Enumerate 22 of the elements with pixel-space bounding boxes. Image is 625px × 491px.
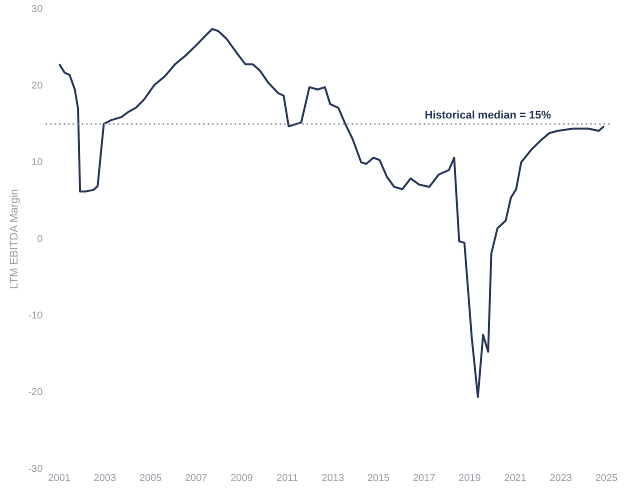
x-tick-label: 2025: [595, 472, 618, 484]
x-tick-label: 2017: [412, 472, 436, 484]
x-tick-label: 2003: [94, 472, 116, 484]
x-tick-label: 2023: [550, 472, 572, 484]
x-tick-label: 2021: [504, 472, 527, 484]
y-tick-label: 20: [32, 80, 44, 92]
x-tick-label: 2009: [230, 472, 254, 484]
y-axis-title: LTM EBITDA Margin: [8, 188, 21, 290]
x-tick-label: 2019: [458, 472, 482, 484]
x-tick-label: 2013: [322, 472, 344, 484]
y-tick-label: 10: [32, 157, 44, 168]
x-tick-label: 2015: [367, 472, 390, 484]
x-tick-label: 2005: [139, 472, 162, 484]
x-tick-label: 2011: [276, 472, 298, 484]
y-tick-label: 30: [32, 4, 44, 15]
y-tick-label: 0: [37, 234, 44, 245]
x-tick-label: 2007: [184, 472, 208, 484]
x-tick-label: 2001: [48, 472, 71, 484]
y-tick-label: -10: [28, 310, 44, 322]
y-tick-label: -20: [28, 387, 44, 398]
y-tick-label: -30: [28, 464, 44, 475]
ref-line-label: Historical median = 15%: [424, 110, 552, 122]
